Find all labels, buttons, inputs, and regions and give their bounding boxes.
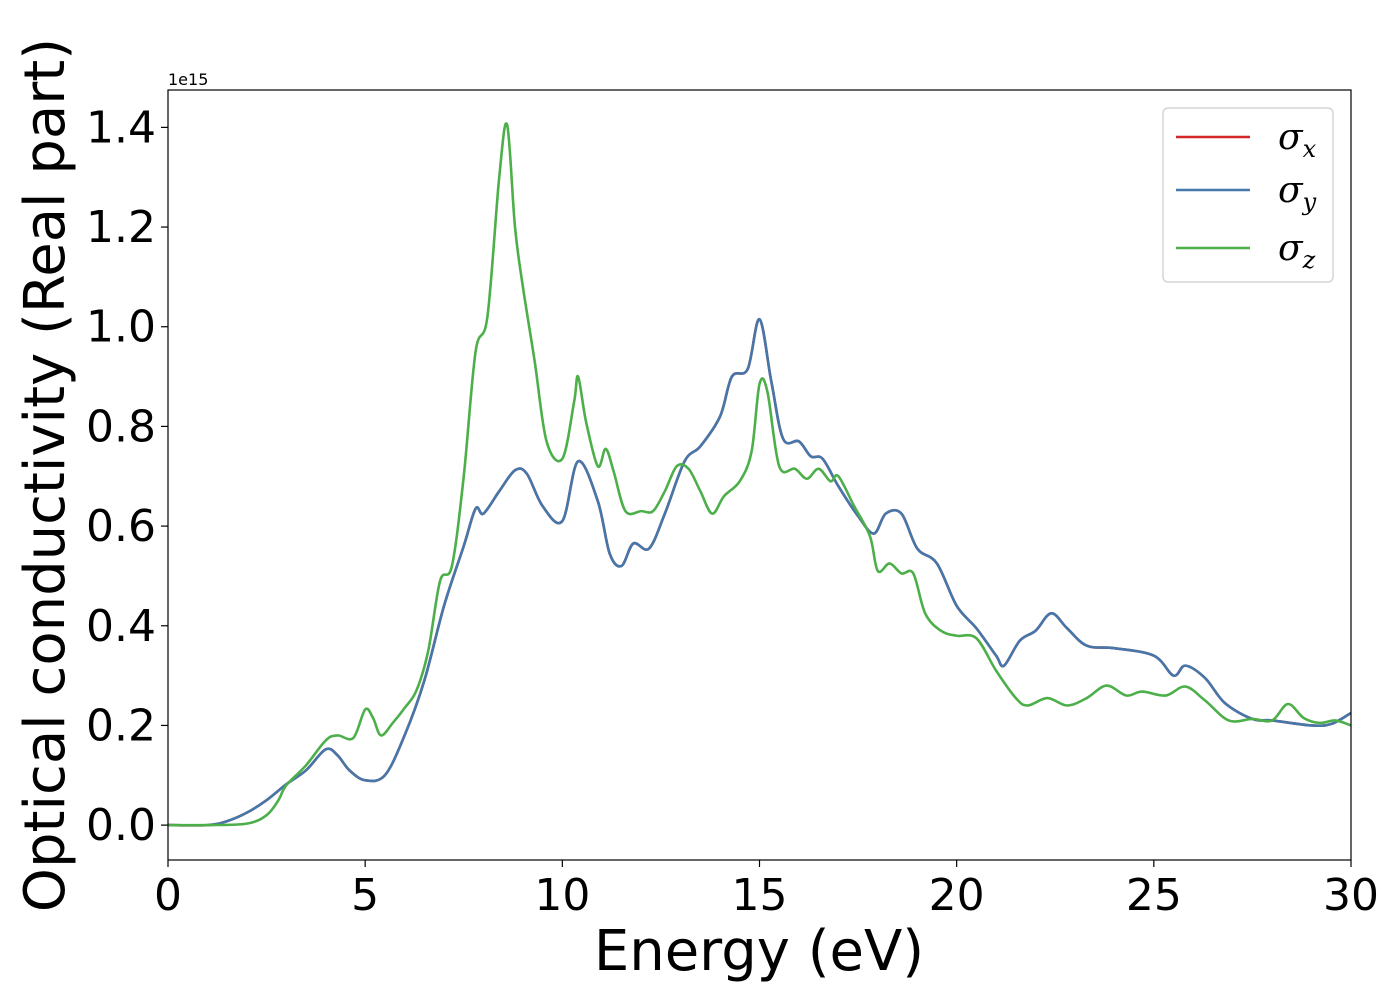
- x-axis-label: Energy (eV): [594, 919, 924, 984]
- x-tick-label: 25: [1126, 870, 1182, 921]
- legend-label-x: σx: [1278, 117, 1317, 163]
- x-tick-label: 20: [929, 870, 985, 921]
- legend-label-y: σy: [1278, 170, 1317, 216]
- y-tick-label: 0.4: [86, 601, 156, 652]
- y-axis-label: Optical conductivity (Real part): [13, 38, 78, 912]
- legend-entries: σx σy σz: [1176, 117, 1317, 274]
- y-tick-label: 1.2: [86, 202, 156, 253]
- series-layer: [168, 122, 1351, 827]
- x-tick-label: 5: [351, 870, 379, 921]
- y-tick-label: 0.8: [86, 401, 156, 452]
- legend-box: [1162, 107, 1334, 283]
- x-tick-label: 0: [154, 870, 182, 921]
- y-tick-label: 1.0: [86, 302, 156, 353]
- y-tick-label: 0.6: [86, 501, 156, 552]
- y-tick-label: 0.2: [86, 700, 156, 751]
- legend: σx σy σz: [1162, 107, 1334, 283]
- x-tick-label: 10: [534, 870, 590, 921]
- y-offset-label: 1e15: [168, 70, 208, 89]
- y-tick-label: 0.0: [86, 800, 156, 851]
- series-line-z: [168, 122, 1351, 827]
- x-tick-label: 15: [732, 870, 788, 921]
- legend-label-z: σz: [1278, 228, 1316, 274]
- x-tick-label: 30: [1323, 870, 1379, 921]
- series-line-y: [168, 317, 1351, 827]
- ticks-layer: 0 5 10 15 20 25 30 0.0 0.2 0.4 0.6 0.8 1.0 1.2 1.4: [86, 102, 1379, 921]
- y-tick-label: 1.4: [86, 102, 156, 153]
